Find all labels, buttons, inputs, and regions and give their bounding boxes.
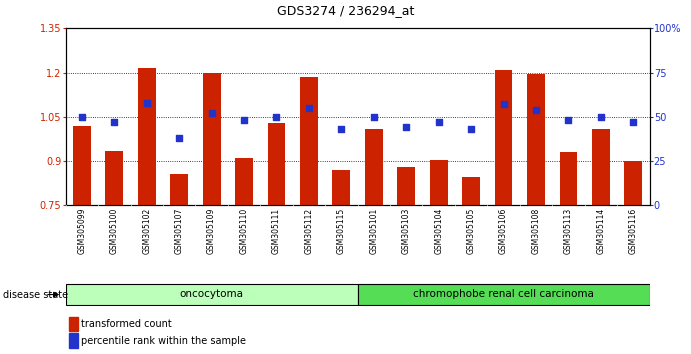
Text: GSM305110: GSM305110: [240, 208, 249, 254]
Bar: [73, 126, 91, 205]
Bar: [430, 160, 448, 205]
Bar: [300, 77, 318, 205]
Bar: [138, 68, 155, 205]
Bar: [106, 151, 123, 205]
Text: GSM305113: GSM305113: [564, 208, 573, 254]
Point: [368, 114, 379, 120]
Bar: [69, 317, 77, 331]
Text: GSM305100: GSM305100: [110, 208, 119, 254]
Bar: [527, 74, 545, 205]
Text: GSM305099: GSM305099: [77, 208, 86, 254]
Bar: [170, 175, 188, 205]
Point: [466, 126, 477, 132]
Text: GSM305103: GSM305103: [401, 208, 410, 254]
Point: [336, 126, 347, 132]
Text: GSM305105: GSM305105: [466, 208, 475, 254]
Bar: [560, 152, 578, 205]
Point: [303, 105, 314, 111]
Point: [596, 114, 607, 120]
Bar: [365, 129, 383, 205]
Bar: [397, 167, 415, 205]
Point: [498, 102, 509, 107]
Text: chromophobe renal cell carcinoma: chromophobe renal cell carcinoma: [413, 289, 594, 299]
Text: GSM305108: GSM305108: [531, 208, 540, 254]
Point: [563, 118, 574, 123]
Text: GSM305114: GSM305114: [596, 208, 605, 254]
Text: GSM305111: GSM305111: [272, 208, 281, 254]
Text: oncocytoma: oncocytoma: [180, 289, 244, 299]
Bar: [267, 123, 285, 205]
Text: GSM305101: GSM305101: [369, 208, 378, 254]
Bar: [358, 284, 650, 305]
Point: [531, 107, 542, 113]
Point: [271, 114, 282, 120]
Point: [401, 125, 412, 130]
Point: [238, 118, 249, 123]
Bar: [69, 333, 77, 348]
Bar: [495, 70, 513, 205]
Bar: [202, 73, 220, 205]
Text: GDS3274 / 236294_at: GDS3274 / 236294_at: [277, 4, 414, 17]
Point: [206, 110, 217, 116]
Text: percentile rank within the sample: percentile rank within the sample: [81, 336, 246, 346]
Point: [173, 135, 184, 141]
Bar: [66, 284, 358, 305]
Text: GSM305106: GSM305106: [499, 208, 508, 254]
Text: GSM305104: GSM305104: [434, 208, 443, 254]
Point: [141, 100, 152, 105]
Text: GSM305109: GSM305109: [207, 208, 216, 254]
Text: GSM305115: GSM305115: [337, 208, 346, 254]
Bar: [462, 177, 480, 205]
Point: [76, 114, 87, 120]
Bar: [592, 129, 609, 205]
Text: disease state: disease state: [3, 290, 68, 299]
Point: [433, 119, 444, 125]
Text: transformed count: transformed count: [81, 319, 172, 329]
Text: GSM305116: GSM305116: [629, 208, 638, 254]
Point: [108, 119, 120, 125]
Bar: [625, 161, 642, 205]
Point: [628, 119, 639, 125]
Bar: [332, 170, 350, 205]
Text: GSM305107: GSM305107: [175, 208, 184, 254]
Text: GSM305112: GSM305112: [305, 208, 314, 254]
Text: GSM305102: GSM305102: [142, 208, 151, 254]
Bar: [235, 158, 253, 205]
